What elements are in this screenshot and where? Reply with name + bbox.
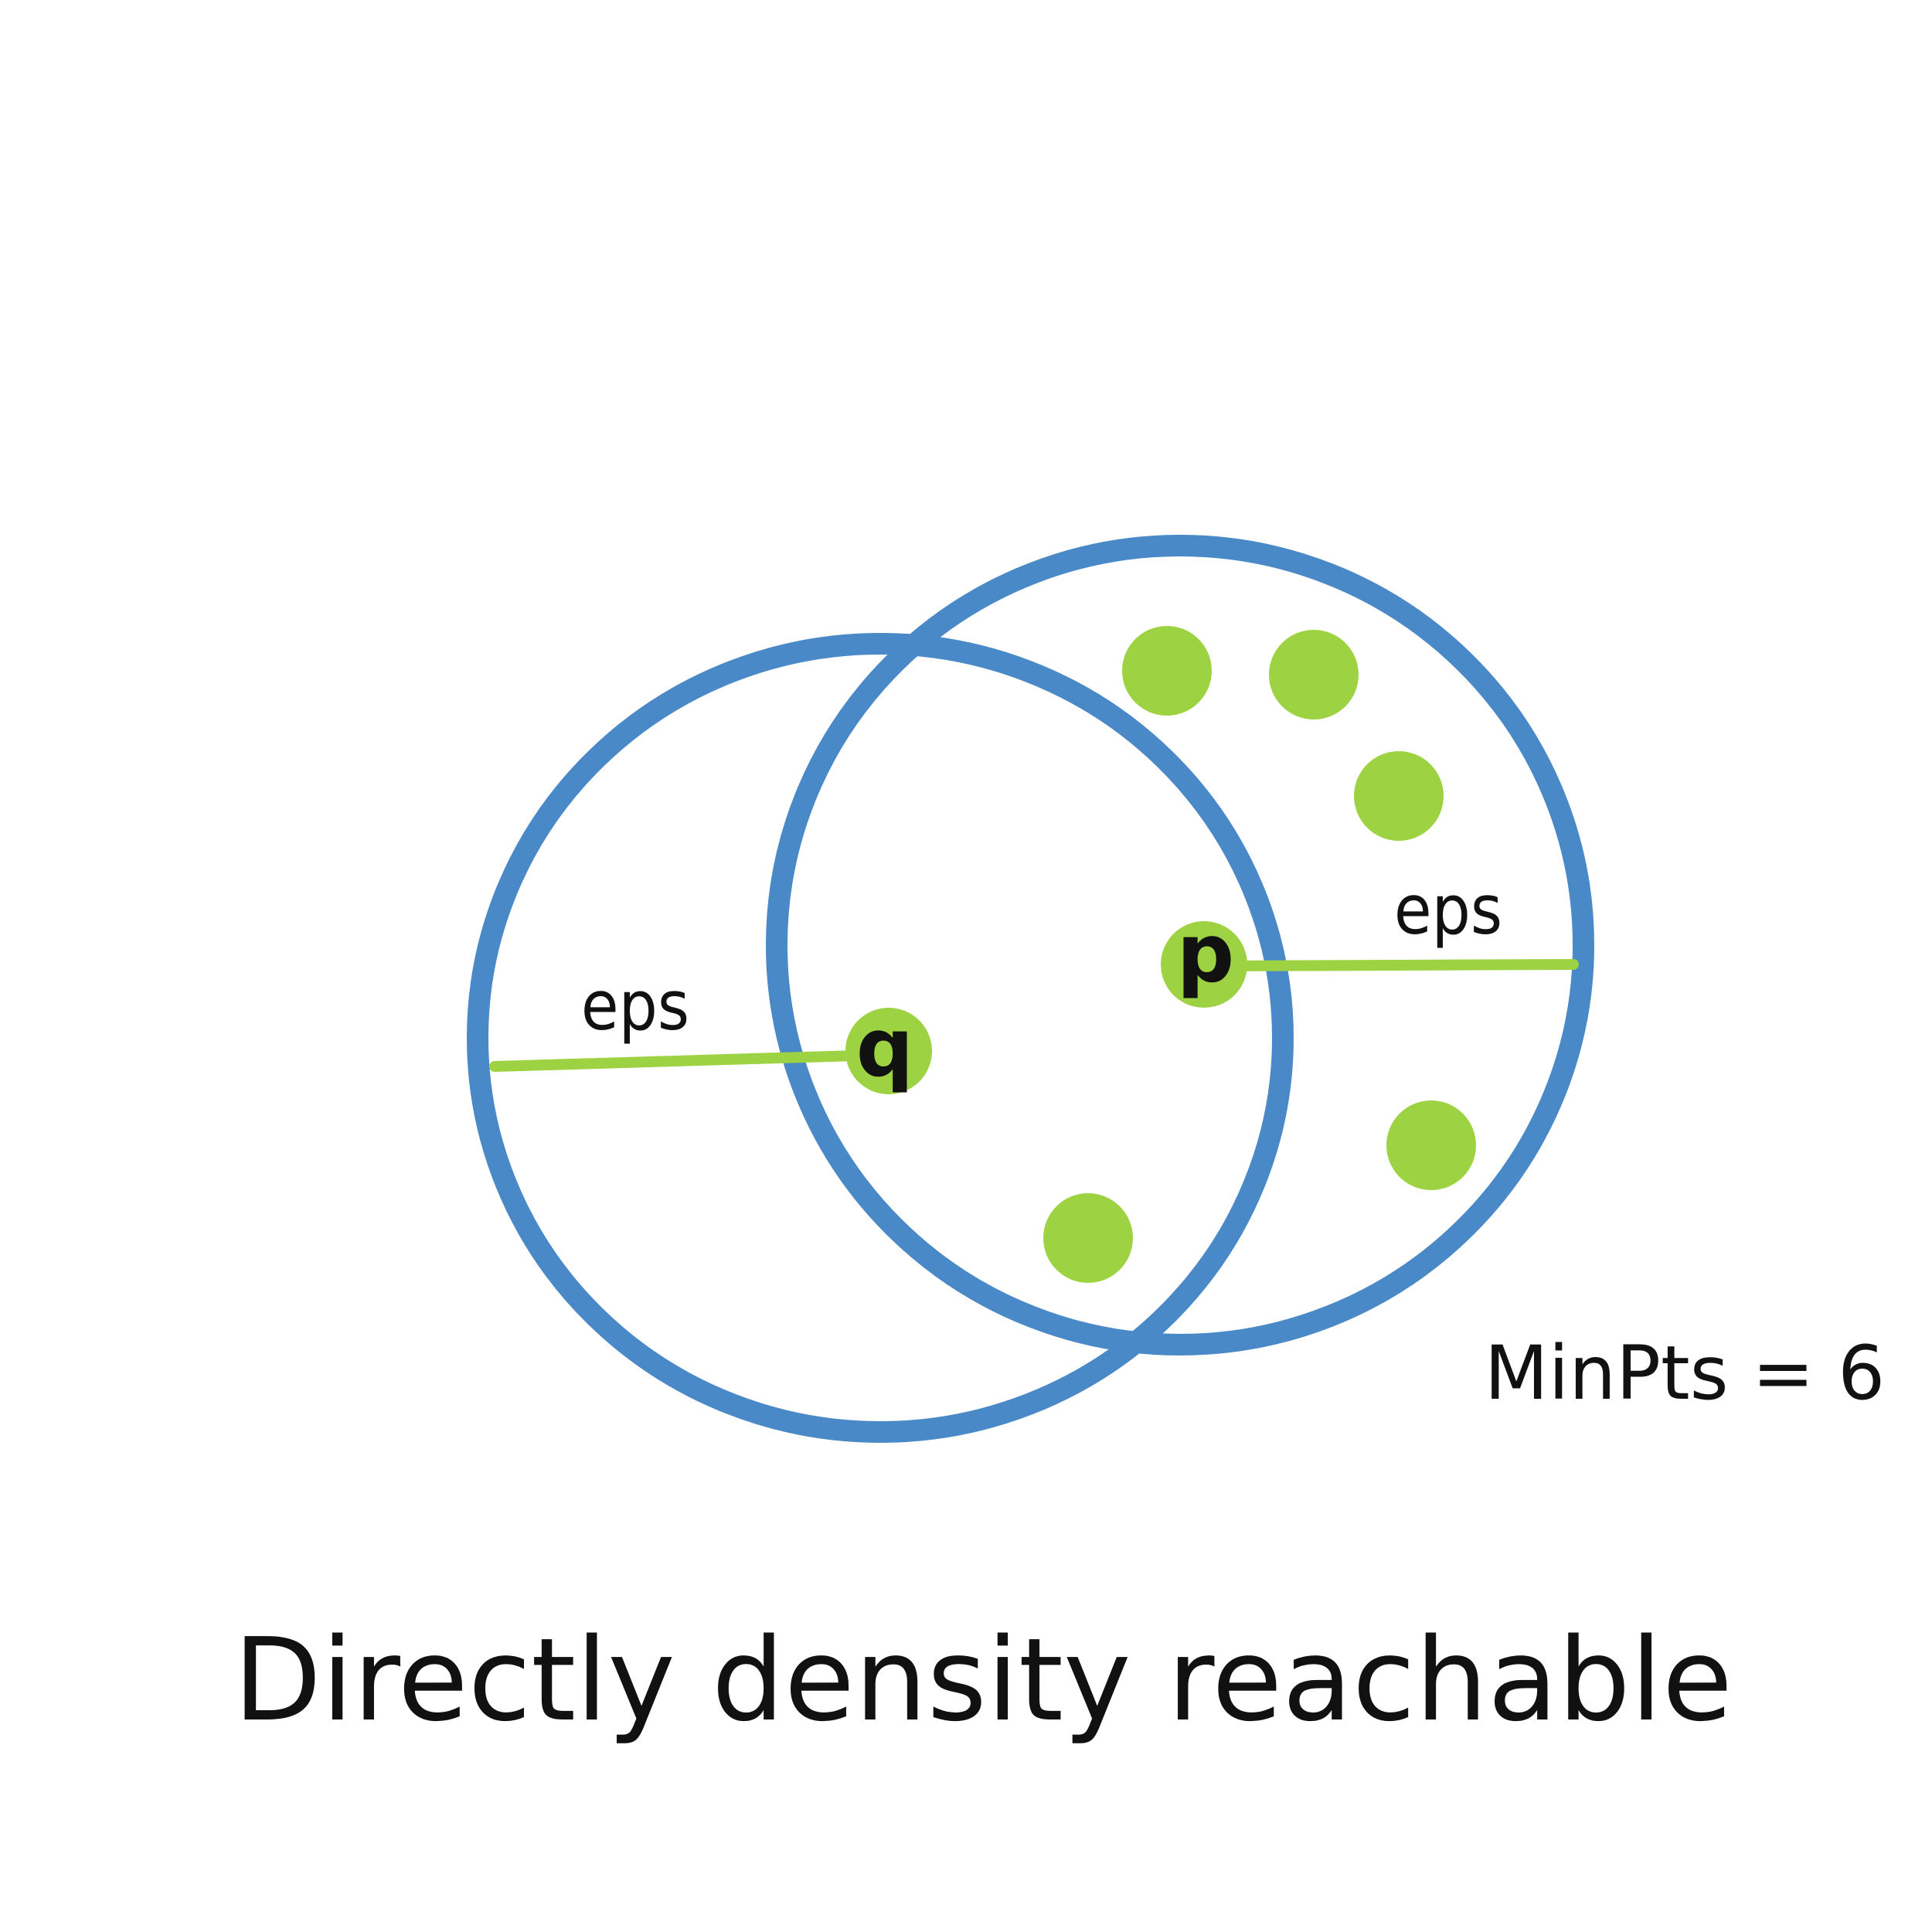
neighbor-point [1043,1193,1133,1283]
eps-radius-line-q [489,1049,886,1072]
point-q [845,1008,932,1094]
neighbor-point [1386,1100,1476,1190]
diagram-caption: Directly density reachable [233,1614,1733,1747]
eps-label-right: eps [1394,870,1502,950]
eps-circle-p [766,535,1594,1355]
point-q-label: q [856,1001,913,1095]
neighbor-point [1122,626,1212,716]
eps-radius-line-p [1200,959,1579,971]
neighbor-point [1354,751,1444,841]
neighbor-point [1269,630,1359,719]
point-p-label: p [1177,906,1234,1001]
eps-label-left: eps [581,966,689,1046]
eps-circle-q [467,633,1294,1443]
point-p [1161,921,1247,1008]
minpts-label: MinPts = 6 [1485,1330,1885,1417]
